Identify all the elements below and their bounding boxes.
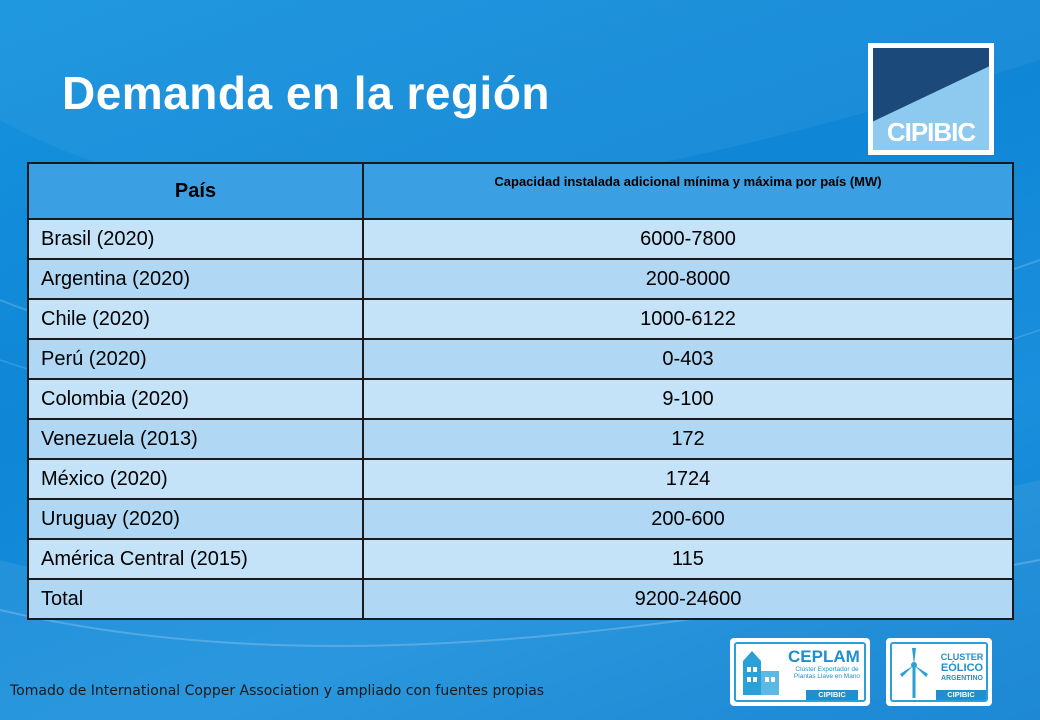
capacity-cell: 172 bbox=[362, 418, 1014, 460]
table-row: Colombia (2020) 9-100 bbox=[27, 378, 1014, 420]
table-header-row: País Capacidad instalada adicional mínim… bbox=[27, 162, 1014, 220]
country-cell: América Central (2015) bbox=[27, 538, 364, 580]
table-row: Argentina (2020) 200-8000 bbox=[27, 258, 1014, 300]
cluster-line3: ARGENTINO bbox=[941, 675, 983, 682]
country-cell: Perú (2020) bbox=[27, 338, 364, 380]
capacity-cell: 9200-24600 bbox=[362, 578, 1014, 620]
country-cell: Chile (2020) bbox=[27, 298, 364, 340]
column-header-capacity: Capacidad instalada adicional mínima y m… bbox=[362, 162, 1014, 220]
table-row: México (2020) 1724 bbox=[27, 458, 1014, 500]
cluster-tag: CIPIBIC bbox=[936, 690, 986, 700]
capacity-cell: 1724 bbox=[362, 458, 1014, 500]
wind-turbine-icon bbox=[900, 648, 928, 698]
capacity-cell: 115 bbox=[362, 538, 1014, 580]
cluster-eolico-logo: CLUSTER EÓLICO ARGENTINO CIPIBIC bbox=[886, 638, 992, 706]
page-title: Demanda en la región bbox=[62, 67, 551, 119]
capacity-cell: 0-403 bbox=[362, 338, 1014, 380]
demand-table: País Capacidad instalada adicional mínim… bbox=[27, 162, 1014, 620]
country-cell: Brasil (2020) bbox=[27, 218, 364, 260]
capacity-cell: 200-8000 bbox=[362, 258, 1014, 300]
factory-building-icon bbox=[743, 651, 779, 695]
ceplam-tag: CIPIBIC bbox=[806, 690, 858, 700]
cipibic-logo: CIPIBIC bbox=[868, 43, 994, 155]
capacity-cell: 6000-7800 bbox=[362, 218, 1014, 260]
table-row: Brasil (2020) 6000-7800 bbox=[27, 218, 1014, 260]
table-row: Uruguay (2020) 200-600 bbox=[27, 498, 1014, 540]
cluster-line1: CLUSTER bbox=[940, 652, 984, 662]
table-row: Venezuela (2013) 172 bbox=[27, 418, 1014, 460]
country-cell: Colombia (2020) bbox=[27, 378, 364, 420]
capacity-cell: 200-600 bbox=[362, 498, 1014, 540]
cipibic-logo-text: CIPIBIC bbox=[886, 117, 976, 147]
column-header-country: País bbox=[27, 162, 364, 220]
ceplam-logo: CEPLAM Clúster Exportador de Plantas Lla… bbox=[730, 638, 870, 706]
cluster-text: CLUSTER EÓLICO ARGENTINO bbox=[934, 652, 986, 683]
capacity-cell: 1000-6122 bbox=[362, 298, 1014, 340]
table-row: Chile (2020) 1000-6122 bbox=[27, 298, 1014, 340]
country-cell: Total bbox=[27, 578, 364, 620]
country-cell: Venezuela (2013) bbox=[27, 418, 364, 460]
cluster-line2: EÓLICO bbox=[940, 662, 984, 674]
country-cell: Uruguay (2020) bbox=[27, 498, 364, 540]
source-note: Tomado de International Copper Associati… bbox=[10, 683, 545, 699]
table-row-total: Total 9200-24600 bbox=[27, 578, 1014, 620]
table-row: América Central (2015) 115 bbox=[27, 538, 1014, 580]
country-cell: Argentina (2020) bbox=[27, 258, 364, 300]
table-row: Perú (2020) 0-403 bbox=[27, 338, 1014, 380]
capacity-cell: 9-100 bbox=[362, 378, 1014, 420]
country-cell: México (2020) bbox=[27, 458, 364, 500]
ceplam-subtitle: Clúster Exportador de Plantas Llave en M… bbox=[793, 666, 861, 680]
ceplam-name: CEPLAM bbox=[788, 647, 860, 666]
